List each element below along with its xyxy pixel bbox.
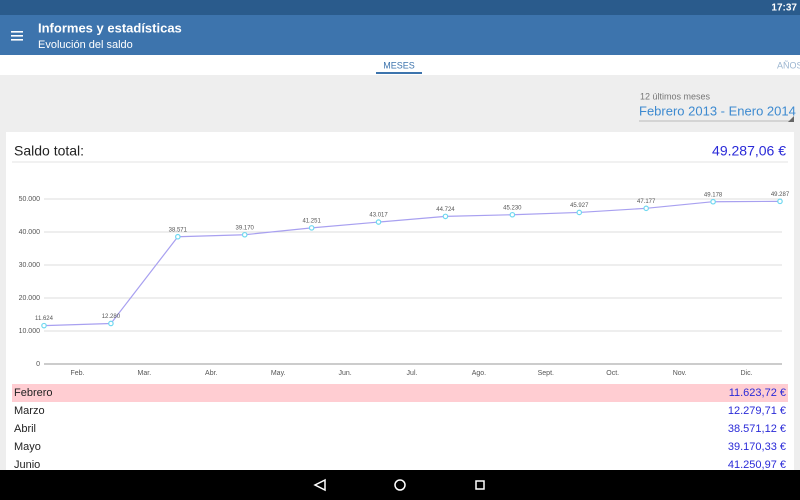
point: [576, 209, 583, 216]
point: [442, 213, 449, 220]
point: [175, 233, 181, 240]
row-name: Febrero: [14, 387, 53, 399]
point-label: 45.927: [570, 203, 589, 209]
x-tick-label: Feb.: [70, 370, 84, 377]
x-tick-label: May.: [271, 370, 286, 377]
x-tick-label: Jun.: [338, 370, 351, 377]
row-highlight: [12, 384, 788, 402]
row-name: Junio: [14, 459, 40, 471]
row-amount: 41.250,97 €: [728, 459, 786, 471]
point: [241, 231, 248, 238]
nav-back[interactable]: [313, 478, 326, 492]
card: [6, 132, 794, 477]
x-tick-label: Mar.: [138, 370, 152, 377]
point: [777, 198, 783, 205]
x-tick-label: Oct.: [606, 370, 619, 377]
nav-recent[interactable]: [475, 480, 485, 490]
point-label: 38.571: [169, 227, 188, 233]
x-tick-label: Jul.: [407, 370, 418, 377]
nav-bar: [0, 470, 800, 500]
y-tick-label: 30.000: [19, 262, 41, 269]
point: [41, 322, 47, 329]
row-amount: 11.623,72 €: [729, 387, 786, 399]
row-amount: 12.279,71 €: [728, 405, 786, 417]
point-label: 12.280: [102, 314, 121, 320]
line: [43, 200, 781, 327]
nav-home[interactable]: [394, 479, 406, 491]
app-title: Informes y estadísticas: [38, 20, 182, 35]
y-tick-label: 0: [36, 361, 40, 368]
app-bar: [0, 15, 800, 55]
point-label: 45.230: [503, 205, 522, 211]
point: [375, 219, 382, 225]
y-tick-label: 10.000: [19, 328, 41, 335]
point-label: 43.017: [369, 213, 388, 219]
tab[interactable]: AÑOS: [777, 60, 800, 70]
summary-value: 49.287,06 €: [712, 143, 786, 159]
period-dropdown[interactable]: Febrero 2013 - Enero 2014: [639, 103, 796, 118]
point-label: 49.178: [704, 192, 723, 198]
summary-label: Saldo total:: [14, 143, 84, 159]
row-amount: 39.170,33 €: [728, 441, 786, 453]
x-tick-label: Nov.: [673, 370, 687, 377]
point-label: 44.724: [436, 207, 455, 213]
row-amount: 38.571,12 €: [728, 423, 786, 435]
point: [509, 211, 516, 218]
tab-bar: [0, 55, 800, 75]
dropdown-arrow: [788, 116, 794, 122]
tab[interactable]: MESES: [383, 60, 415, 70]
point-label: 39.170: [236, 225, 255, 231]
point-label: 11.624: [35, 316, 54, 322]
point: [643, 205, 649, 212]
menu-icon[interactable]: [11, 31, 23, 41]
y-tick-label: 40.000: [19, 229, 41, 236]
point: [308, 225, 315, 231]
x-tick-label: Abr.: [205, 370, 218, 377]
x-tick-label: Sept.: [538, 370, 554, 377]
row-name: Abril: [14, 423, 36, 435]
period-caption: 12 últimos meses: [640, 91, 711, 101]
point: [108, 320, 114, 327]
app-subtitle: Evolución del saldo: [38, 39, 133, 51]
row-name: Mayo: [14, 441, 41, 453]
point-label: 41.251: [302, 218, 321, 224]
list: Febrero 11.623,72 € Marzo 12.279,71 € Abril 3…: [12, 384, 788, 471]
point-label: 47.177: [637, 199, 656, 205]
y-tick-label: 50.000: [19, 196, 41, 203]
x-tick-label: Ago.: [472, 370, 486, 377]
chart: 0 10.000 20.000 30.000 40.000 50.000 Feb. Mar. A…: [19, 192, 790, 377]
row-name: Marzo: [14, 405, 45, 417]
point: [710, 198, 716, 205]
tab-indicator: [376, 72, 422, 74]
y-tick-label: 20.000: [19, 295, 41, 302]
x-tick-label: Dic.: [741, 370, 753, 377]
point-label: 49.287: [771, 192, 790, 198]
status-time: 17:37: [771, 3, 797, 14]
status-bar: [0, 0, 800, 15]
